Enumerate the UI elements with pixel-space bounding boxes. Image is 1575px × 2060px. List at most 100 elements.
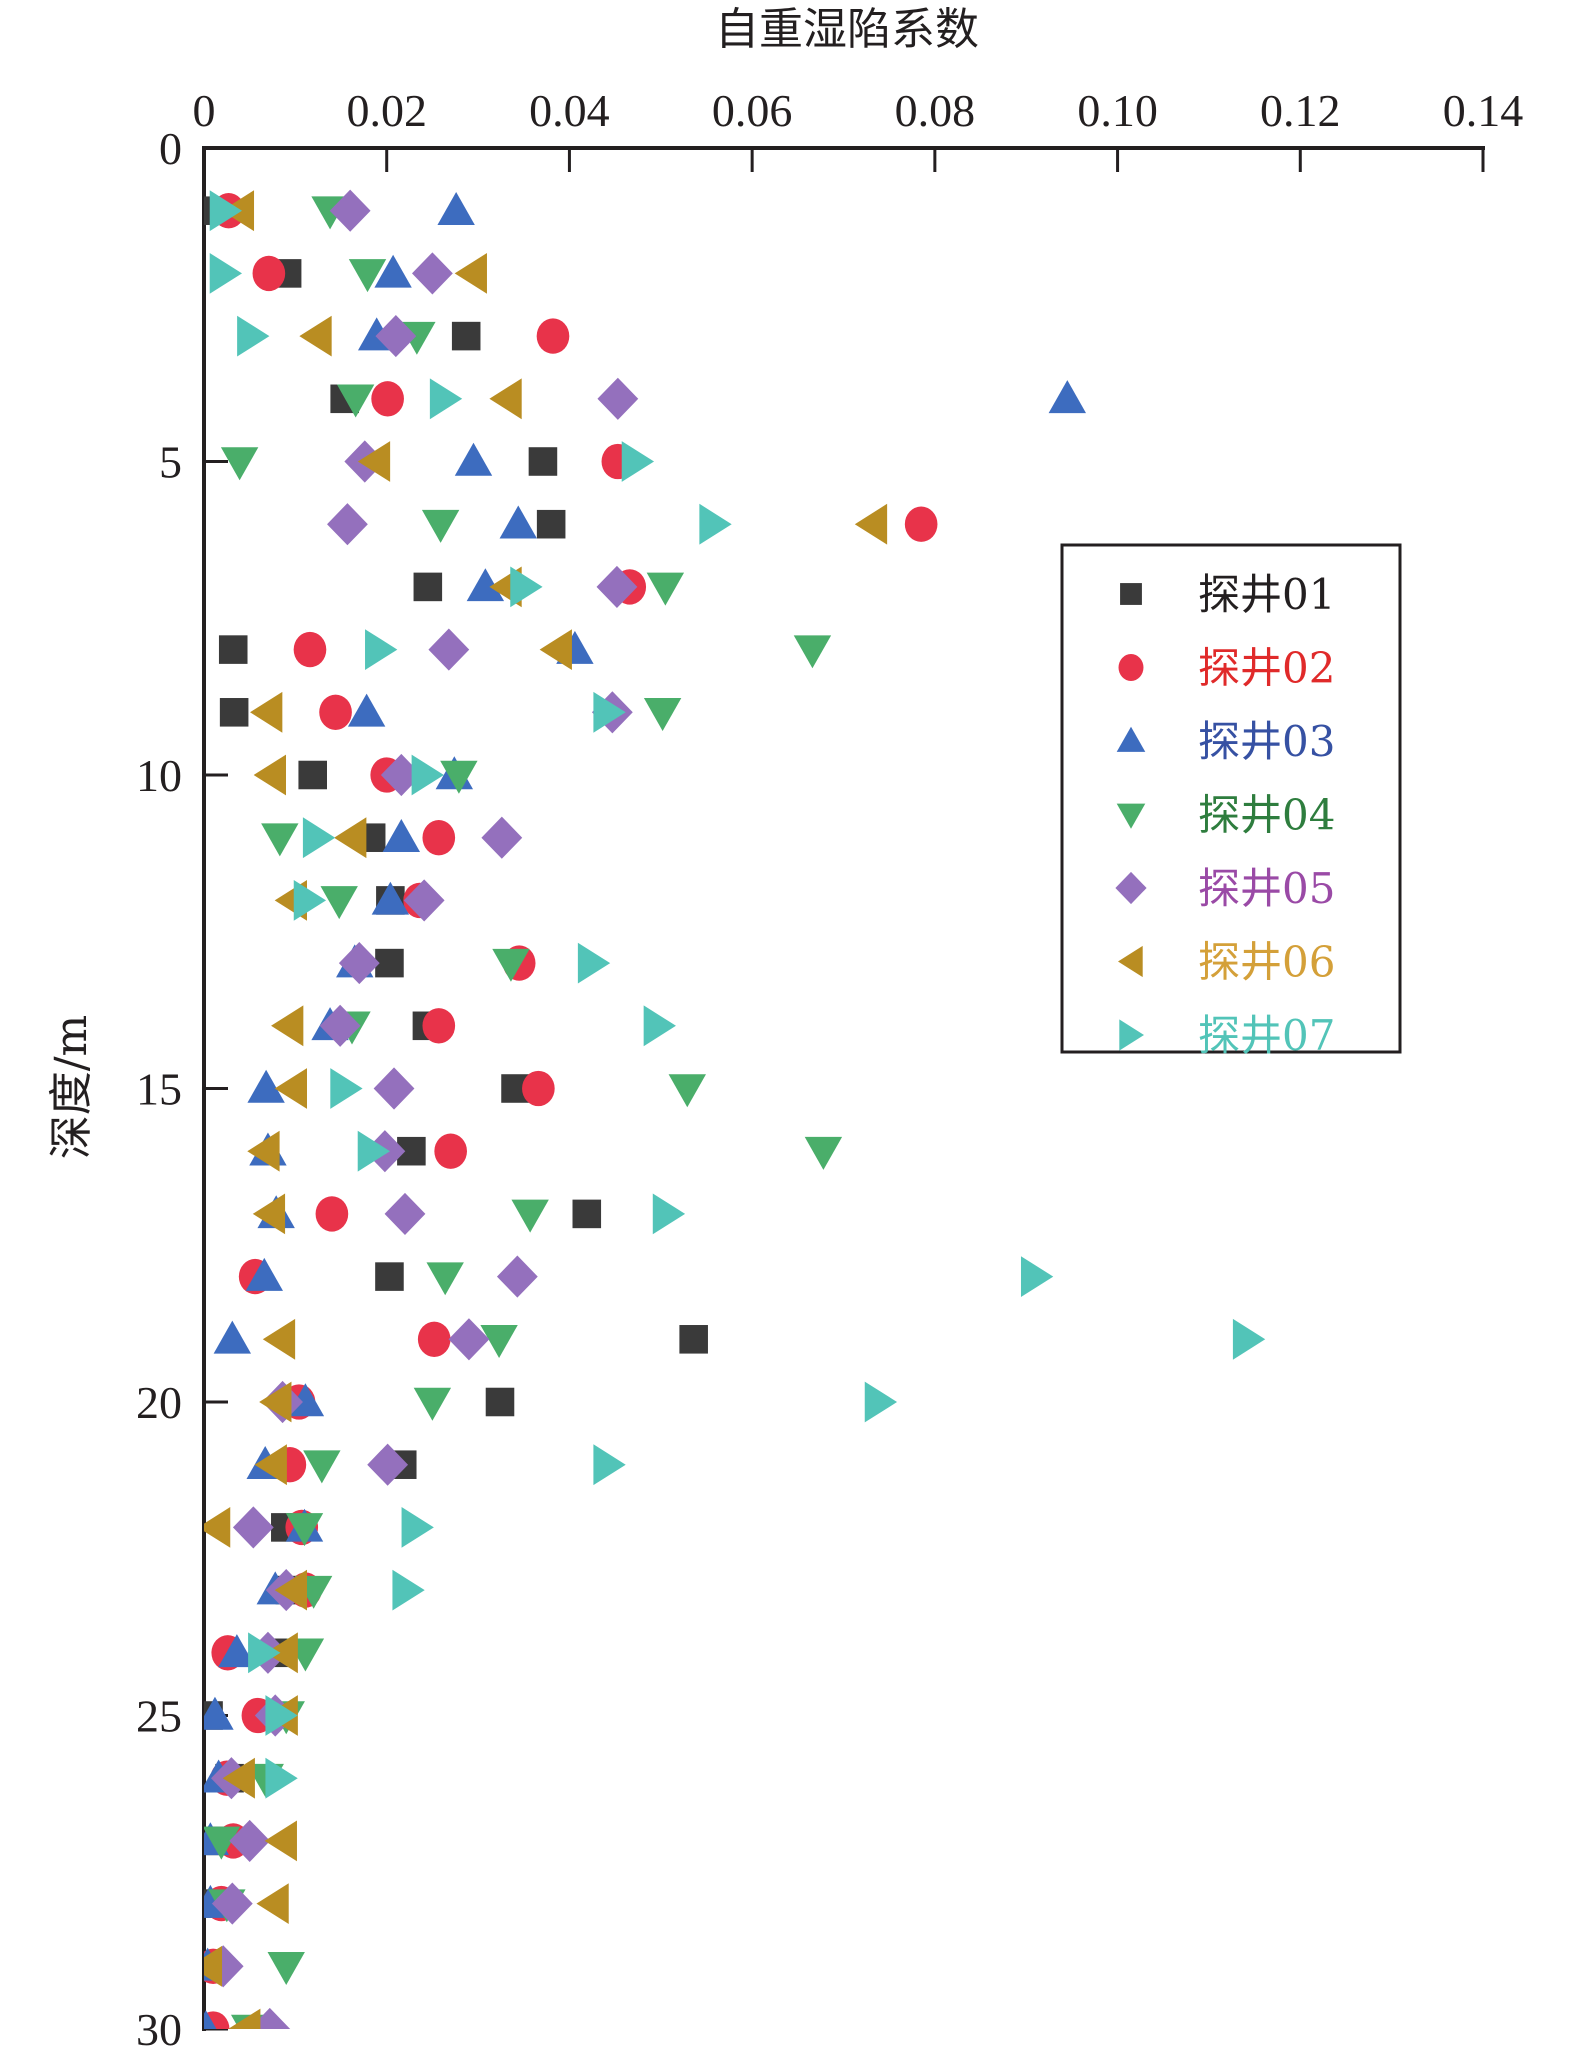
series-探井04 xyxy=(204,196,843,2029)
data-point xyxy=(440,760,478,794)
data-point xyxy=(380,753,422,797)
legend-label: 探井01 xyxy=(1198,570,1335,619)
series-探井06 xyxy=(204,190,888,2029)
legend-item: 探井06 xyxy=(1118,938,1335,987)
data-point xyxy=(593,1444,626,1486)
data-point xyxy=(262,1318,296,1360)
data-point xyxy=(804,1136,843,1170)
data-point xyxy=(274,1068,308,1109)
y-axis-ticks: 0 5 10 15 20 25 30 xyxy=(136,123,228,2055)
data-point xyxy=(597,377,639,420)
data-point xyxy=(528,447,558,476)
data-point xyxy=(1232,1318,1266,1360)
triangle-left-marker-icon xyxy=(1118,945,1143,978)
triangle-right-marker-icon xyxy=(1119,1019,1144,1051)
data-point xyxy=(334,817,367,859)
data-point xyxy=(854,503,888,545)
data-point xyxy=(426,1262,464,1296)
data-point xyxy=(247,1130,280,1172)
data-point xyxy=(454,253,487,294)
data-point xyxy=(259,1381,292,1423)
data-point xyxy=(265,1632,298,1674)
data-point xyxy=(437,192,475,225)
data-point xyxy=(211,1882,253,1925)
data-point xyxy=(371,881,410,915)
data-point xyxy=(218,1634,256,1668)
data-point xyxy=(315,1196,349,1232)
data-point xyxy=(413,1387,452,1421)
data-point xyxy=(499,505,537,539)
data-point xyxy=(572,1199,602,1229)
legend-item: 探井01 xyxy=(1120,570,1335,619)
data-point xyxy=(248,1632,281,1674)
data-point xyxy=(320,886,358,920)
data-point xyxy=(793,635,832,669)
data-point xyxy=(357,441,391,482)
legend-item: 探井04 xyxy=(1116,791,1335,840)
data-point xyxy=(679,1325,708,1354)
y-tick-label: 15 xyxy=(136,1064,182,1115)
square-marker-icon xyxy=(1120,583,1142,605)
data-point xyxy=(252,1193,286,1235)
series-探井02 xyxy=(204,193,938,2029)
data-point xyxy=(429,378,463,420)
data-point xyxy=(904,506,938,542)
data-point xyxy=(237,315,270,357)
legend-label: 探井04 xyxy=(1198,791,1335,840)
data-point xyxy=(643,698,682,731)
data-point xyxy=(319,1004,361,1047)
data-point xyxy=(250,691,283,733)
data-point xyxy=(252,255,286,292)
data-point xyxy=(511,1199,549,1233)
data-point xyxy=(265,1695,298,1736)
data-points xyxy=(204,189,1266,2029)
data-point xyxy=(267,1952,305,1985)
legend-box xyxy=(1060,543,1402,1054)
data-point xyxy=(621,441,655,482)
x-axis-ticks: 0 0.02 0.04 0.06 0.08 0.10 0.12 0.14 xyxy=(193,85,1523,172)
data-point xyxy=(480,1325,518,1358)
x-tick-label: 0.12 xyxy=(1260,85,1341,136)
diamond-marker-icon xyxy=(1115,871,1147,905)
data-point xyxy=(204,1945,223,1987)
data-point xyxy=(204,1696,234,1730)
legend-label: 探井02 xyxy=(1198,644,1335,693)
data-point xyxy=(485,1387,515,1417)
data-point xyxy=(668,1074,706,1108)
data-point xyxy=(428,628,470,671)
data-point xyxy=(204,1507,231,1548)
data-point xyxy=(375,315,417,358)
data-point xyxy=(403,879,445,922)
data-point xyxy=(392,1569,425,1611)
data-point xyxy=(1020,1256,1054,1297)
data-point xyxy=(204,1826,241,1860)
data-point xyxy=(596,565,638,608)
y-tick-label: 30 xyxy=(136,2004,182,2055)
data-point xyxy=(327,503,368,546)
data-point xyxy=(422,820,456,856)
triangle-up-marker-icon xyxy=(1116,726,1146,752)
legend-item: 探井03 xyxy=(1116,717,1335,766)
data-point xyxy=(256,1883,289,1924)
data-point xyxy=(222,1757,255,1799)
data-point xyxy=(1048,380,1087,414)
x-axis-title: 自重湿陷系数 xyxy=(715,4,979,55)
data-point xyxy=(413,572,443,602)
data-point xyxy=(265,1757,298,1799)
data-point xyxy=(293,631,327,668)
data-point xyxy=(209,190,243,232)
x-tick-label: 0.08 xyxy=(895,85,976,136)
data-point xyxy=(299,315,332,357)
data-point xyxy=(285,1513,324,1547)
legend: 探井01 探井02 探井03 探井04 探井05 探井06 探井07 xyxy=(1060,543,1402,1060)
legend-item: 探井02 xyxy=(1118,644,1335,693)
data-point xyxy=(411,252,453,295)
data-point xyxy=(646,572,685,606)
data-point xyxy=(219,698,249,727)
data-point xyxy=(254,1444,287,1486)
data-point xyxy=(213,1320,252,1354)
data-point xyxy=(204,2010,217,2029)
data-point xyxy=(232,1506,274,1549)
x-tick-label: 0 xyxy=(193,85,216,136)
